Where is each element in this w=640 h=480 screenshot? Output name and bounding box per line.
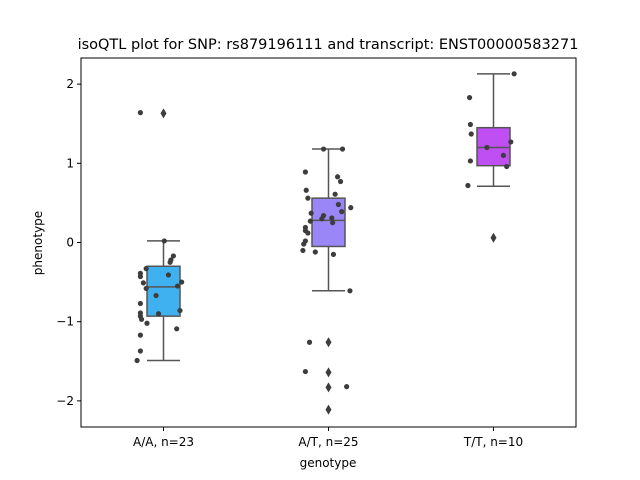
chart-title: isoQTL plot for SNP: rs879196111 and tra…: [78, 37, 579, 53]
x-tick-label: A/T, n=25: [298, 435, 358, 449]
data-point: [137, 332, 143, 338]
data-point: [330, 251, 337, 257]
y-tick-label: 1: [66, 156, 74, 170]
data-point: [319, 216, 325, 222]
data-point: [334, 174, 341, 180]
data-point: [467, 158, 473, 164]
data-point: [138, 316, 145, 322]
outlier-marker: [325, 367, 332, 378]
data-point: [301, 241, 307, 247]
data-point: [465, 182, 471, 189]
y-axis-label: phenotype: [31, 211, 45, 275]
data-point: [174, 283, 181, 289]
data-point: [174, 326, 180, 332]
data-point: [137, 300, 143, 307]
data-point: [508, 139, 514, 145]
data-point: [339, 209, 345, 215]
box-iqr: [146, 265, 181, 317]
x-tick-label: A/A, n=23: [133, 435, 194, 449]
data-point: [137, 110, 143, 116]
data-point: [335, 201, 341, 208]
outlier-marker: [325, 404, 332, 415]
y-tick-label: −2: [56, 394, 74, 408]
data-point: [165, 272, 172, 278]
data-point: [329, 215, 335, 221]
data-point: [161, 238, 167, 244]
outlier-marker: [490, 232, 497, 243]
data-point: [312, 249, 318, 255]
data-point: [339, 146, 346, 152]
y-tick-label: 0: [66, 236, 74, 250]
data-point: [170, 253, 176, 259]
x-axis-label: genotype: [300, 456, 357, 470]
data-point: [137, 348, 143, 354]
plot-area: −2 −1 0 1 2 A/A, n=23 A/T, n=25 T/T, n=10: [56, 71, 523, 449]
data-point: [155, 311, 162, 317]
y-tick-label: −1: [56, 315, 74, 329]
data-point: [134, 357, 140, 364]
data-point: [347, 288, 353, 294]
data-point: [302, 368, 308, 375]
data-point: [484, 144, 490, 151]
data-point: [307, 218, 313, 224]
data-point: [467, 121, 473, 128]
data-point: [179, 279, 185, 285]
outlier-marker: [160, 108, 167, 119]
x-tick-label: T/T, n=10: [463, 435, 523, 449]
data-point: [302, 169, 308, 175]
data-point: [143, 285, 149, 292]
data-point: [305, 195, 311, 201]
data-point: [504, 163, 510, 170]
data-point: [308, 210, 314, 216]
data-point: [140, 280, 146, 286]
data-point: [500, 152, 506, 158]
data-point: [320, 146, 327, 152]
data-point: [466, 94, 473, 101]
data-point: [332, 191, 338, 197]
data-point: [337, 178, 344, 185]
data-point: [306, 339, 313, 345]
data-point: [511, 71, 517, 77]
data-point: [167, 259, 173, 265]
data-point: [153, 292, 159, 299]
box-iqr: [476, 126, 511, 167]
y-tick-label: 2: [66, 77, 74, 91]
data-point: [300, 247, 306, 254]
data-point: [305, 230, 311, 236]
data-point: [137, 273, 143, 280]
data-point: [144, 320, 150, 326]
axes-frame: [80, 57, 577, 428]
data-point: [468, 131, 474, 137]
data-point: [330, 220, 336, 226]
data-point: [177, 307, 183, 314]
outlier-marker: [325, 382, 332, 393]
outlier-marker: [325, 337, 332, 348]
data-point: [344, 384, 350, 390]
data-point: [303, 187, 309, 193]
data-point: [348, 205, 354, 211]
data-point: [143, 266, 149, 272]
